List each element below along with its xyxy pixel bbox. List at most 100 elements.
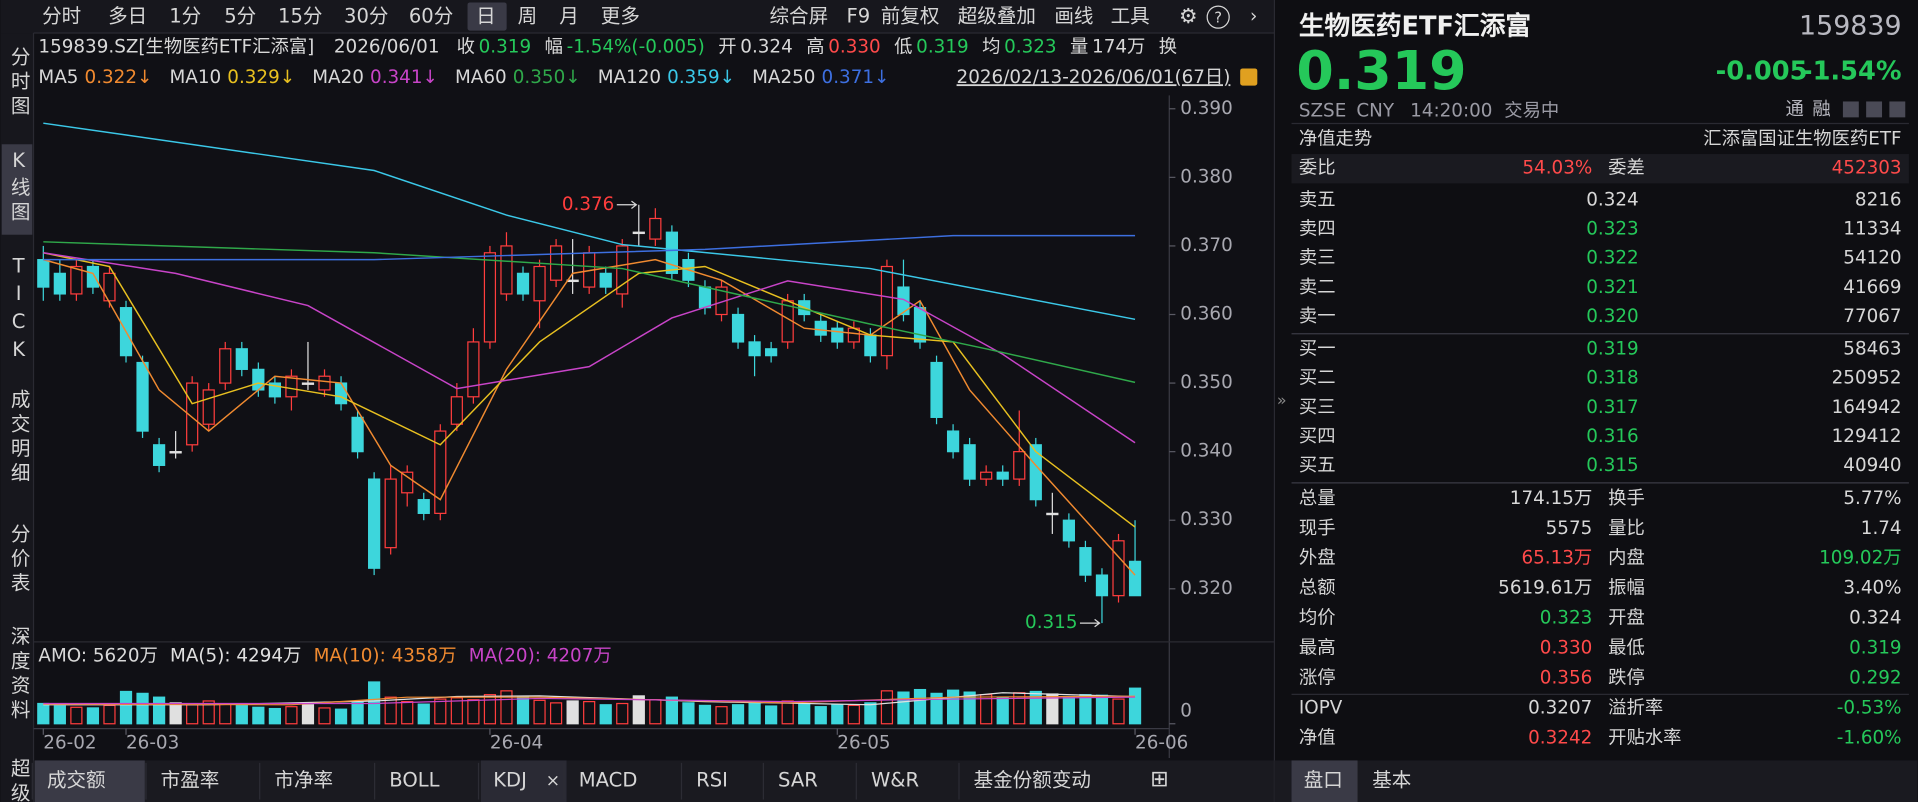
- y-tick-label: 0.380: [1180, 166, 1232, 187]
- bottom-tab[interactable]: BOLL: [389, 769, 439, 792]
- candle-body: [136, 361, 149, 432]
- period-tab[interactable]: 1分: [169, 5, 201, 28]
- expand-icon[interactable]: ›: [1250, 6, 1257, 27]
- volume-bar: [864, 702, 877, 725]
- ratio-value: 452303: [1832, 158, 1902, 179]
- candle-body: [632, 231, 645, 235]
- volume-bar: [417, 703, 430, 725]
- tool-button[interactable]: F9: [847, 5, 871, 28]
- tool-button[interactable]: 画线: [1054, 5, 1093, 28]
- candle-body: [930, 361, 943, 418]
- candle-body: [219, 348, 232, 384]
- book-label: 买二: [1299, 368, 1336, 389]
- period-tab[interactable]: 日: [476, 5, 496, 28]
- period-tab[interactable]: 更多: [601, 5, 640, 28]
- field-value: 0.319: [479, 37, 531, 58]
- bottom-tab[interactable]: 市净率: [274, 769, 333, 792]
- alert-icon[interactable]: [1866, 101, 1883, 118]
- candle-body: [169, 451, 182, 454]
- stat-label: 量比: [1608, 518, 1645, 539]
- ma-line: [43, 234, 1136, 261]
- edit-icon[interactable]: [1842, 101, 1859, 118]
- settings-icon[interactable]: ⚙: [1179, 4, 1198, 28]
- candle-body: [152, 444, 166, 466]
- volume-bar: [169, 702, 182, 725]
- sidebar-tab[interactable]: 超级: [7, 758, 30, 802]
- stat-value: 65.13万: [1521, 548, 1592, 569]
- lock-icon[interactable]: [1240, 68, 1258, 86]
- bottom-tab[interactable]: SAR: [778, 769, 818, 792]
- tool-button[interactable]: 前复权: [881, 5, 940, 28]
- volume-bar: [318, 707, 331, 725]
- sidebar-tab[interactable]: 深度资料: [7, 626, 30, 724]
- bottom-tab[interactable]: 基金份额变动: [974, 769, 1091, 792]
- period-tab[interactable]: 15分: [278, 5, 322, 28]
- sidebar-tab[interactable]: 分价表: [7, 523, 30, 596]
- field-label: 均: [982, 37, 1000, 58]
- period-tab[interactable]: 周: [518, 5, 538, 28]
- bottom-tab[interactable]: KDJ: [493, 769, 527, 792]
- volume-bar: [930, 692, 943, 725]
- sidebar-tab[interactable]: K线图: [7, 149, 30, 226]
- stat-value: 0.323: [1540, 608, 1592, 629]
- sidebar-tab[interactable]: 分时图: [7, 46, 30, 119]
- stat-value: 0.356: [1540, 668, 1592, 689]
- book-volume: 41669: [1843, 277, 1901, 298]
- volume-bar: [450, 697, 463, 725]
- field-value: 0.324: [740, 37, 792, 58]
- volume-bar: [86, 707, 100, 725]
- x-tick-label: 26-02: [43, 732, 96, 753]
- volume-bar: [119, 690, 133, 725]
- period-tab[interactable]: 5分: [224, 5, 256, 28]
- volume-bar: [715, 706, 728, 725]
- stat-value: 0.3207: [1528, 697, 1592, 718]
- help-icon[interactable]: [1206, 5, 1230, 29]
- volume-bar: [765, 705, 778, 725]
- period-tab[interactable]: 60分: [409, 5, 453, 28]
- quote-meta: 交易中: [1504, 100, 1559, 121]
- bottom-tab[interactable]: 市盈率: [161, 769, 220, 792]
- sidebar-tab[interactable]: TICK: [7, 254, 30, 366]
- volume-bar: [1112, 698, 1125, 725]
- field-value: 0.323: [1004, 37, 1056, 58]
- period-tab[interactable]: 多日: [108, 5, 147, 28]
- book-label: 卖二: [1299, 277, 1336, 298]
- quote-tab[interactable]: 盘口: [1304, 769, 1343, 792]
- sidebar-tab[interactable]: 成交明细: [7, 389, 30, 487]
- tool-button[interactable]: 工具: [1111, 5, 1150, 28]
- candle-body: [351, 416, 364, 453]
- quote-tab[interactable]: 基本: [1372, 769, 1411, 792]
- volume-bar: [351, 701, 364, 725]
- collapse-icon[interactable]: »: [1277, 391, 1287, 410]
- bottom-tab[interactable]: 成交额: [47, 769, 106, 792]
- x-tick-label: 26-04: [490, 732, 543, 753]
- field-value: -1.54%(-0.005): [567, 37, 705, 58]
- volume-bar: [798, 703, 811, 725]
- quote-change: -0.005: [1716, 57, 1808, 87]
- bottom-tab[interactable]: MACD: [579, 769, 638, 792]
- candle-body: [516, 272, 530, 295]
- candle-body: [980, 471, 993, 480]
- add-tab-icon[interactable]: ⊞: [1150, 767, 1168, 792]
- tool-button[interactable]: 超级叠加: [958, 5, 1036, 28]
- quote-pct: -1.54%: [1802, 57, 1902, 87]
- period-tab[interactable]: 分时: [42, 5, 81, 28]
- add-icon[interactable]: [1889, 101, 1906, 118]
- date-range[interactable]: 2026/02/13-2026/06/01(67日): [957, 67, 1231, 88]
- ma-line: [43, 252, 1136, 528]
- tool-button[interactable]: 综合屏: [770, 5, 829, 28]
- period-tab[interactable]: 30分: [344, 5, 388, 28]
- volume-bar: [847, 704, 860, 725]
- bottom-tab[interactable]: W&R: [871, 769, 920, 792]
- candle-body: [566, 279, 579, 283]
- ratio-row-bg: [1291, 154, 1909, 184]
- period-tab[interactable]: 月: [559, 5, 579, 28]
- tab-close[interactable]: ×: [546, 771, 560, 791]
- candle-body: [301, 382, 315, 385]
- bottom-tab[interactable]: RSI: [696, 769, 728, 792]
- volume-bar: [152, 696, 166, 725]
- quote-price: 0.319: [1296, 39, 1466, 102]
- field-label: 收: [457, 37, 475, 58]
- stat-label: 换手: [1608, 488, 1645, 509]
